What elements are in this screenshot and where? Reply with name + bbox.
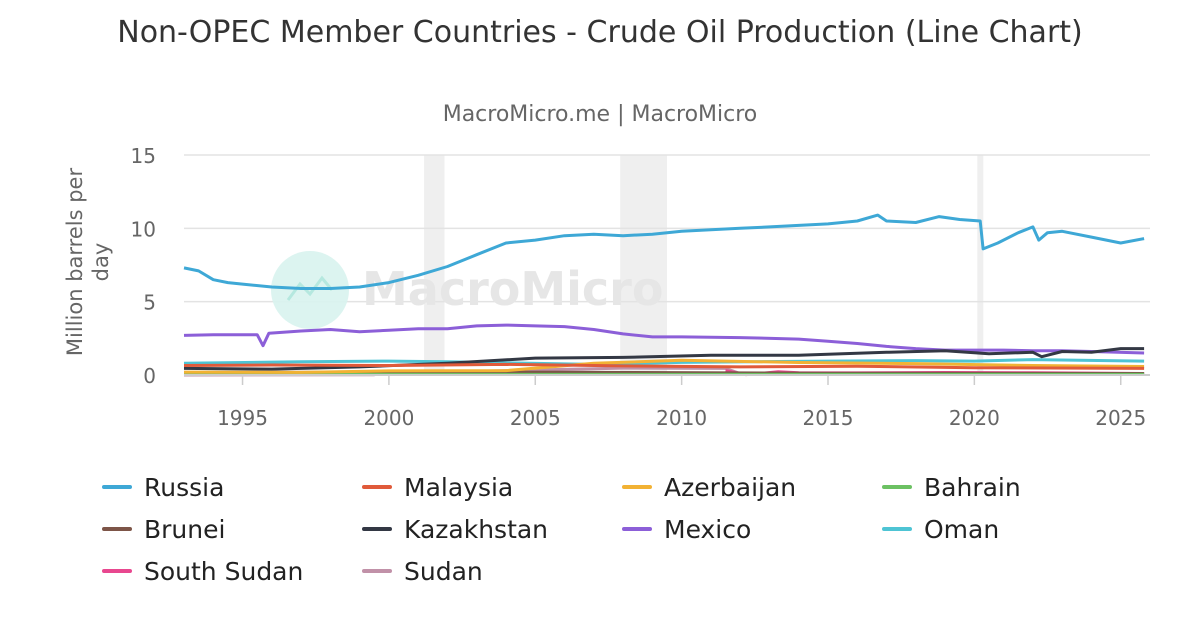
x-axis: 1995 2000 2005 2010 2015 2020 2025 bbox=[184, 374, 1150, 430]
legend-swatch bbox=[882, 527, 912, 531]
shaded-period bbox=[424, 155, 445, 375]
legend-swatch bbox=[622, 527, 652, 531]
legend-swatch bbox=[102, 485, 132, 489]
y-tick-label: 15 bbox=[131, 144, 156, 168]
watermark-logo: MacroMicro bbox=[271, 251, 663, 329]
chart-subtitle: MacroMicro.me | MacroMicro bbox=[442, 102, 758, 127]
y-axis-label-line-1: Million barrels per bbox=[63, 168, 87, 357]
legend-label: Mexico bbox=[664, 514, 752, 544]
chart-legend: Russia Malaysia Azerbaijan Bahrain Brunei Kaz… bbox=[96, 466, 1156, 592]
legend-label: Oman bbox=[924, 514, 1000, 544]
line-chart: MacroMicro 0 5 10 15 1995 2000 2005 2010 2015 20… bbox=[63, 144, 1150, 430]
legend-label: South Sudan bbox=[144, 556, 304, 586]
legend-item-sudan[interactable]: Sudan bbox=[356, 550, 616, 592]
legend-label: Azerbaijan bbox=[664, 472, 797, 502]
legend-swatch bbox=[622, 485, 652, 489]
watermark-text: MacroMicro bbox=[362, 262, 663, 316]
legend-label: Malaysia bbox=[404, 472, 514, 502]
legend-label: Brunei bbox=[144, 514, 226, 544]
legend-swatch bbox=[102, 527, 132, 531]
legend-swatch bbox=[362, 485, 392, 489]
x-tick-label: 2010 bbox=[656, 406, 707, 430]
series-line-oman bbox=[183, 358, 1145, 366]
legend-item-malaysia[interactable]: Malaysia bbox=[356, 466, 616, 508]
legend-item-oman[interactable]: Oman bbox=[876, 508, 1136, 550]
y-tick-label: 10 bbox=[131, 217, 156, 241]
y-axis-label-line-2: day bbox=[89, 243, 113, 282]
x-tick-label: 2005 bbox=[510, 406, 561, 430]
legend-label: Bahrain bbox=[924, 472, 1021, 502]
series-line-azerbaijan bbox=[183, 358, 1145, 374]
x-tick-label: 2000 bbox=[363, 406, 414, 430]
legend-item-bahrain[interactable]: Bahrain bbox=[876, 466, 1136, 508]
legend-item-mexico[interactable]: Mexico bbox=[616, 508, 876, 550]
x-tick-label: 2020 bbox=[949, 406, 1000, 430]
legend-swatch bbox=[102, 569, 132, 573]
shaded-periods bbox=[424, 155, 984, 375]
legend-item-brunei[interactable]: Brunei bbox=[96, 508, 356, 550]
legend-label: Russia bbox=[144, 472, 225, 502]
legend-swatch bbox=[362, 527, 392, 531]
legend-swatch bbox=[362, 569, 392, 573]
legend-item-south-sudan[interactable]: South Sudan bbox=[96, 550, 356, 592]
y-tick-label: 0 bbox=[143, 364, 156, 388]
legend-item-azerbaijan[interactable]: Azerbaijan bbox=[616, 466, 876, 508]
legend-item-russia[interactable]: Russia bbox=[96, 466, 356, 508]
shaded-period bbox=[977, 155, 984, 375]
x-tick-label: 2025 bbox=[1095, 406, 1146, 430]
series-line-mexico bbox=[183, 323, 1145, 355]
x-tick-label: 1995 bbox=[217, 406, 268, 430]
y-axis: 0 5 10 15 bbox=[131, 144, 156, 388]
y-tick-label: 5 bbox=[143, 291, 156, 315]
legend-item-kazakhstan[interactable]: Kazakhstan bbox=[356, 508, 616, 550]
legend-swatch bbox=[882, 485, 912, 489]
series-line-russia bbox=[183, 213, 1145, 290]
legend-label: Kazakhstan bbox=[404, 514, 549, 544]
chart-title: Non-OPEC Member Countries - Crude Oil Pr… bbox=[117, 15, 1083, 50]
x-tick-label: 2015 bbox=[803, 406, 854, 430]
series-line-malaysia bbox=[183, 362, 1145, 370]
legend-label: Sudan bbox=[404, 556, 483, 586]
